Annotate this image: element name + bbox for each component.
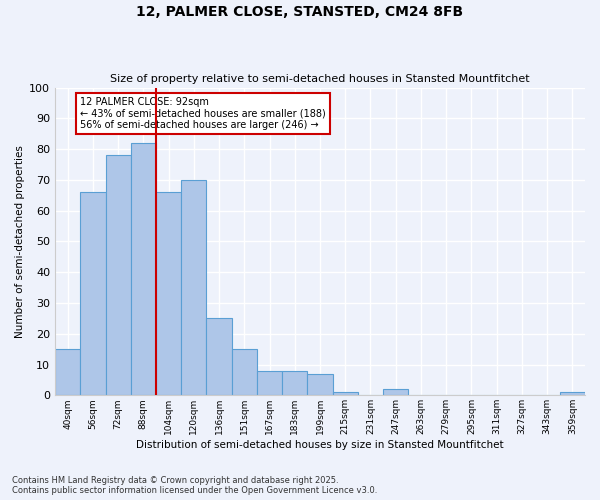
Bar [332, 392, 358, 396]
X-axis label: Distribution of semi-detached houses by size in Stansted Mountfitchet: Distribution of semi-detached houses by … [136, 440, 504, 450]
Bar [307, 374, 332, 396]
Title: Size of property relative to semi-detached houses in Stansted Mountfitchet: Size of property relative to semi-detach… [110, 74, 530, 84]
Bar [560, 392, 585, 396]
Y-axis label: Number of semi-detached properties: Number of semi-detached properties [15, 145, 25, 338]
Bar [131, 143, 156, 396]
Bar [282, 370, 307, 396]
Bar [106, 156, 131, 396]
Bar [257, 370, 282, 396]
Bar [232, 349, 257, 396]
Bar [156, 192, 181, 396]
Text: 12 PALMER CLOSE: 92sqm
← 43% of semi-detached houses are smaller (188)
56% of se: 12 PALMER CLOSE: 92sqm ← 43% of semi-det… [80, 97, 326, 130]
Bar [55, 349, 80, 396]
Bar [206, 318, 232, 396]
Text: 12, PALMER CLOSE, STANSTED, CM24 8FB: 12, PALMER CLOSE, STANSTED, CM24 8FB [136, 5, 464, 19]
Bar [181, 180, 206, 396]
Bar [383, 389, 409, 396]
Text: Contains HM Land Registry data © Crown copyright and database right 2025.
Contai: Contains HM Land Registry data © Crown c… [12, 476, 377, 495]
Bar [80, 192, 106, 396]
